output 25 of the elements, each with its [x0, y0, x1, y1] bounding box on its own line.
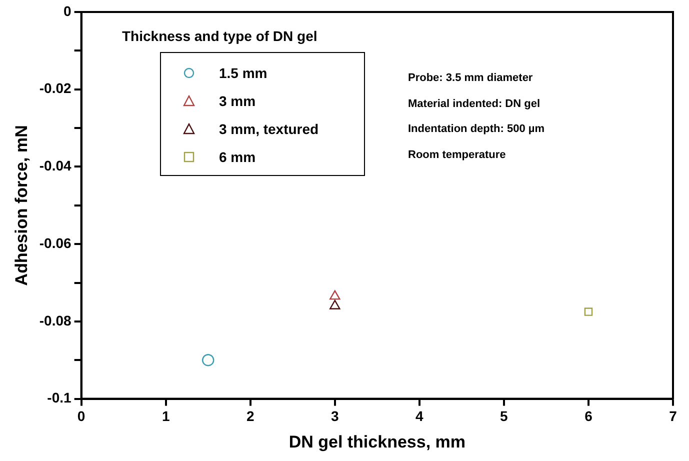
x-tick-label: 0 — [77, 408, 86, 424]
y-axis-title: Adhesion force, mN — [12, 125, 31, 286]
y-tick-label: 0 — [64, 2, 72, 19]
x-tick-label: 4 — [416, 408, 424, 424]
y-tick-label: -0.06 — [39, 234, 72, 251]
annotation: Probe: 3.5 mm diameter — [408, 71, 534, 86]
legend-label: 6 mm — [219, 149, 256, 165]
x-axis-title: DN gel thickness, mm — [288, 432, 466, 452]
x-tick-label: 1 — [162, 408, 170, 424]
x-tick-label: 2 — [246, 408, 254, 424]
legend-label: 1.5 mm — [219, 65, 268, 81]
y-tick-label: -0.1 — [47, 390, 72, 406]
x-tick-label: 5 — [500, 408, 508, 424]
y-tick-label: -0.08 — [39, 312, 72, 328]
x-tick-label: 3 — [330, 408, 339, 424]
x-tick-label: 6 — [584, 408, 593, 424]
annotation: Material indented: DN gel — [408, 96, 542, 112]
legend-label: 3 mm — [219, 93, 256, 109]
x-tick-label: 7 — [669, 408, 678, 424]
annotation: Indentation depth: 500 µm — [408, 122, 545, 137]
y-tick-label: -0.02 — [39, 80, 72, 96]
y-tick-label: -0.04 — [39, 158, 72, 174]
legend-title: Thickness and type of DN gel — [122, 28, 318, 44]
legend-label: 3 mm, textured — [219, 121, 319, 137]
annotation: Room temperature — [408, 148, 507, 162]
